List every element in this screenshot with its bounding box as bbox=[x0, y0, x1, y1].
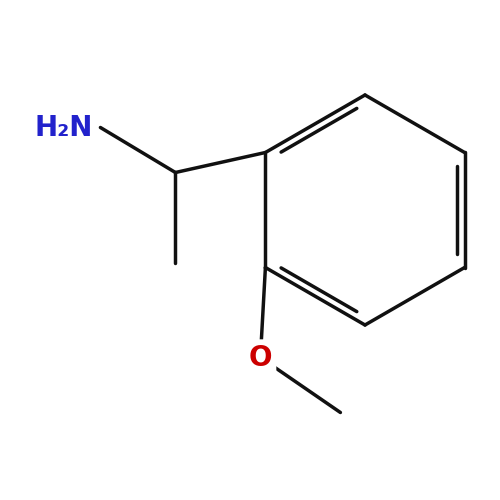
Text: H₂N: H₂N bbox=[34, 114, 92, 141]
Text: O: O bbox=[248, 344, 272, 371]
